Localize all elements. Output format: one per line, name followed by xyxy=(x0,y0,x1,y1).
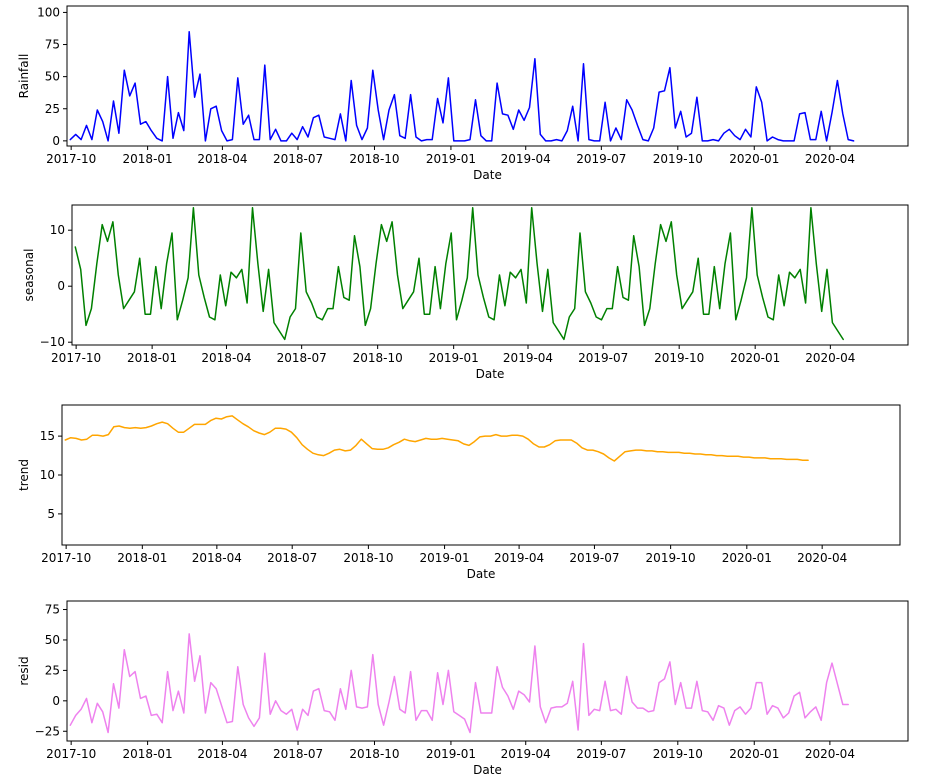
x-tick-label: 2019-10 xyxy=(646,551,696,565)
x-tick-label: 2018-01 xyxy=(123,747,173,761)
x-tick-label: 2019-10 xyxy=(653,152,703,166)
x-tick-label: 2018-01 xyxy=(123,152,173,166)
resid-series-line xyxy=(69,633,849,734)
x-tick-label: 2018-10 xyxy=(349,747,399,761)
x-axis-label: Date xyxy=(476,367,505,381)
x-axis-label: Date xyxy=(473,763,502,777)
y-tick-label: 10 xyxy=(50,223,65,237)
x-tick-label: 2017-10 xyxy=(46,152,96,166)
x-tick-label: 2019-01 xyxy=(426,747,476,761)
y-tick-label: 50 xyxy=(45,70,60,84)
x-tick-label: 2017-10 xyxy=(46,747,96,761)
x-tick-label: 2018-01 xyxy=(117,551,167,565)
seasonal-series-line xyxy=(74,207,844,341)
x-axis-label: Date xyxy=(467,567,496,581)
y-tick-label: −10 xyxy=(40,335,65,349)
Rainfall-series-line xyxy=(69,30,855,142)
x-tick-label: 2019-07 xyxy=(578,351,628,365)
Rainfall-axes-frame xyxy=(66,5,909,147)
y-axis-label: seasonal xyxy=(22,249,36,302)
x-tick-label: 2019-10 xyxy=(653,747,703,761)
x-tick-label: 2018-01 xyxy=(127,351,177,365)
y-tick-label: 100 xyxy=(37,5,60,19)
x-tick-label: 2019-07 xyxy=(569,551,619,565)
subplot-seasonal: 2017-10 2018-01 2018-04 2018-07 2018-10 2019-… xyxy=(22,204,909,381)
x-tick-label: 2019-10 xyxy=(654,351,704,365)
x-tick-label: 2019-07 xyxy=(576,747,626,761)
subplot-trend: 2017-10 2018-01 2018-04 2018-07 2018-10 2019-… xyxy=(17,404,901,581)
subplot-Rainfall: 2017-10 2018-01 2018-04 2018-07 2018-10 2019-… xyxy=(17,5,909,182)
x-tick-label: 2020-01 xyxy=(729,152,779,166)
y-axis-label: trend xyxy=(17,459,31,491)
x-tick-label: 2019-04 xyxy=(503,351,553,365)
trend-axes-frame xyxy=(61,404,901,546)
x-tick-label: 2018-04 xyxy=(197,747,247,761)
resid-axes-frame xyxy=(66,600,909,742)
x-tick-label: 2018-10 xyxy=(343,551,393,565)
y-tick-label: 0 xyxy=(52,694,60,708)
y-tick-label: 75 xyxy=(45,38,60,52)
x-tick-label: 2018-07 xyxy=(267,551,317,565)
x-tick-label: 2019-01 xyxy=(426,152,476,166)
x-tick-label: 2018-07 xyxy=(277,351,327,365)
y-tick-label: 0 xyxy=(52,134,60,148)
x-axis-label: Date xyxy=(473,168,502,182)
x-tick-label: 2018-07 xyxy=(273,747,323,761)
x-tick-label: 2018-10 xyxy=(353,351,403,365)
subplot-resid: 2017-10 2018-01 2018-04 2018-07 2018-10 2019-… xyxy=(17,600,909,777)
x-tick-label: 2018-04 xyxy=(197,152,247,166)
x-tick-label: 2018-10 xyxy=(349,152,399,166)
x-tick-label: 2017-10 xyxy=(41,551,91,565)
x-tick-label: 2020-04 xyxy=(805,351,855,365)
x-tick-label: 2020-04 xyxy=(805,747,855,761)
y-tick-label: 5 xyxy=(47,507,55,521)
seasonal-axes-frame xyxy=(71,204,909,346)
y-tick-label: 0 xyxy=(57,279,65,293)
x-tick-label: 2019-01 xyxy=(419,551,469,565)
x-tick-label: 2019-04 xyxy=(494,551,544,565)
x-tick-label: 2017-10 xyxy=(51,351,101,365)
x-tick-label: 2019-04 xyxy=(501,152,551,166)
y-tick-label: 25 xyxy=(45,102,60,116)
x-tick-label: 2020-01 xyxy=(730,351,780,365)
trend-series-line xyxy=(64,415,809,462)
x-tick-label: 2020-01 xyxy=(722,551,772,565)
x-tick-label: 2018-04 xyxy=(192,551,242,565)
x-tick-label: 2018-04 xyxy=(201,351,251,365)
y-axis-label: resid xyxy=(17,656,31,685)
x-tick-label: 2020-04 xyxy=(797,551,847,565)
y-tick-label: 15 xyxy=(40,429,55,443)
x-tick-label: 2019-04 xyxy=(501,747,551,761)
y-axis-label: Rainfall xyxy=(17,54,31,99)
y-tick-label: 25 xyxy=(45,663,60,677)
y-tick-label: 10 xyxy=(40,468,55,482)
x-tick-label: 2020-01 xyxy=(729,747,779,761)
y-tick-label: −25 xyxy=(35,724,60,738)
x-tick-label: 2020-04 xyxy=(805,152,855,166)
y-tick-label: 50 xyxy=(45,633,60,647)
x-tick-label: 2019-07 xyxy=(576,152,626,166)
x-tick-label: 2019-01 xyxy=(429,351,479,365)
y-tick-label: 75 xyxy=(45,603,60,617)
x-tick-label: 2018-07 xyxy=(273,152,323,166)
